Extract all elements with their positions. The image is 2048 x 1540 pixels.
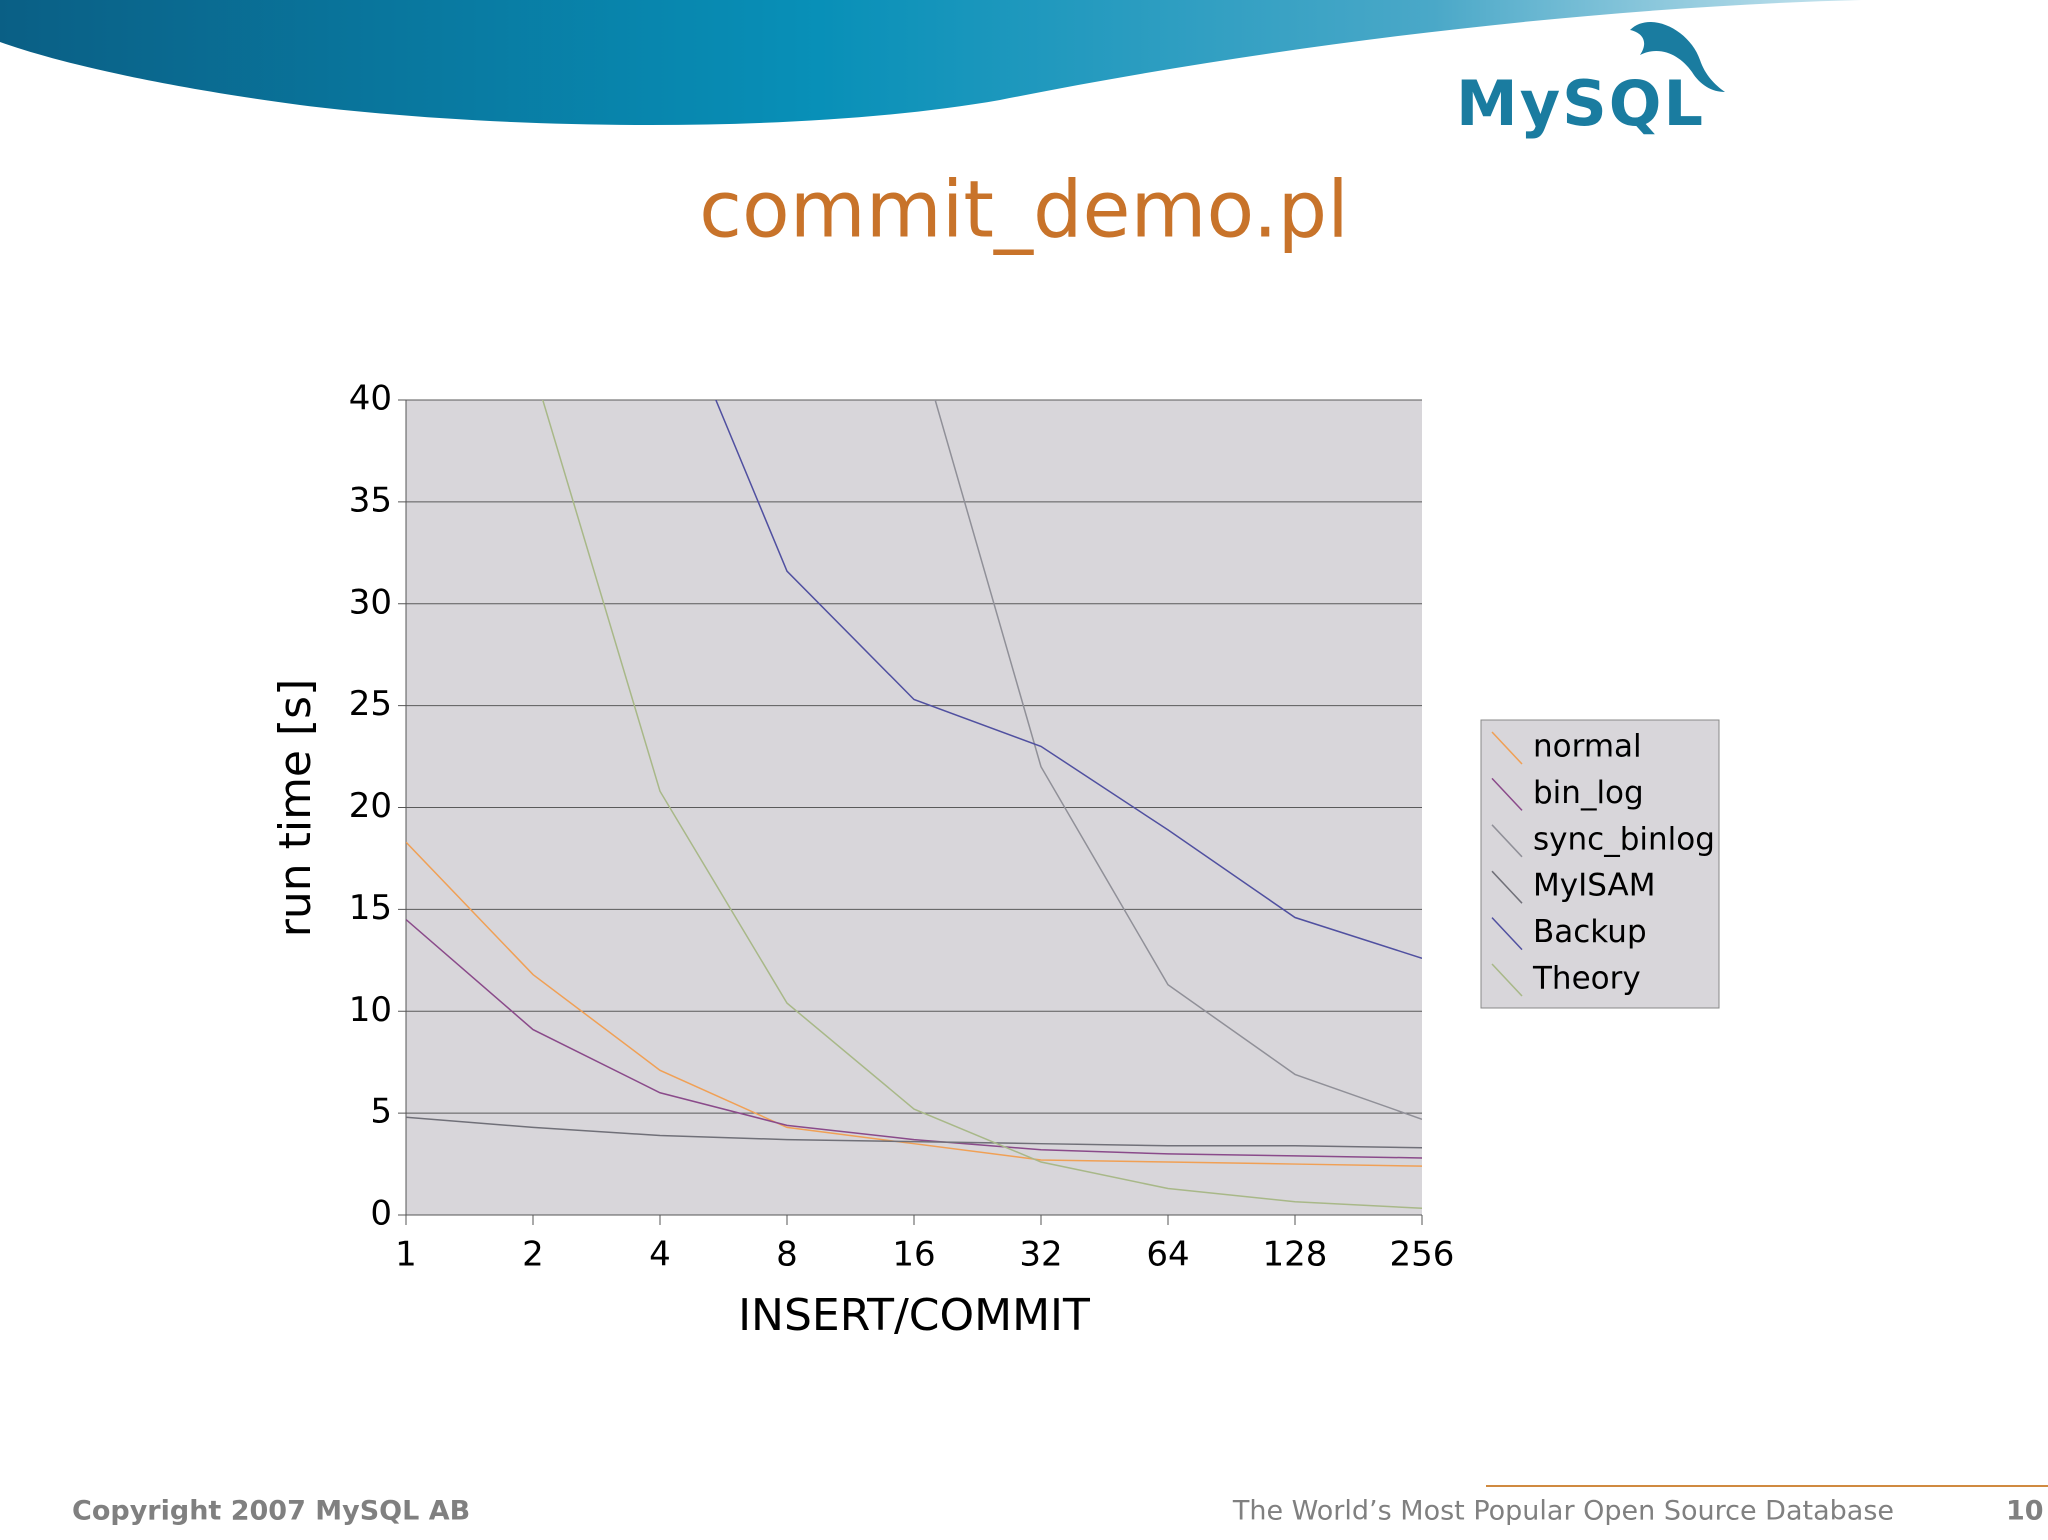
- legend-swatch: [1491, 824, 1523, 858]
- series-line: [715, 400, 1422, 959]
- x-axis-label: INSERT/COMMIT: [738, 1290, 1090, 1341]
- series-line: [934, 400, 1422, 1120]
- legend-label: normal: [1533, 729, 1642, 765]
- y-tick-label: 35: [349, 480, 392, 520]
- y-tick-label: 5: [370, 1092, 392, 1132]
- y-tick-label: 0: [370, 1194, 392, 1234]
- legend-label: bin_log: [1533, 775, 1644, 811]
- x-tick-label: 8: [776, 1235, 798, 1275]
- x-tick-label: 32: [1019, 1235, 1062, 1275]
- legend-box: [1480, 719, 1720, 1009]
- series-line: [406, 1116, 1422, 1149]
- logo: MySQL: [1456, 21, 1725, 140]
- y-tick-label: 20: [349, 786, 392, 826]
- legend-swatch: [1491, 963, 1523, 997]
- y-tick-label: 25: [349, 684, 392, 724]
- x-tick-label: 2: [522, 1235, 544, 1275]
- y-axis-label: run time [s]: [270, 679, 321, 938]
- legend-label: Backup: [1533, 914, 1647, 950]
- legend-swatch: [1491, 917, 1523, 951]
- footer-tagline: The World’s Most Popular Open Source Dat…: [1232, 1496, 1894, 1527]
- x-tick-label: 128: [1263, 1235, 1328, 1275]
- legend-label: MyISAM: [1533, 868, 1655, 904]
- y-tick-label: 40: [349, 379, 392, 419]
- y-tick-label: 15: [349, 888, 392, 928]
- series-line: [406, 841, 1422, 1167]
- page-number: 10: [2006, 1496, 2044, 1527]
- x-tick-label: 1: [395, 1235, 417, 1275]
- logo-text: MySQL: [1456, 67, 1705, 140]
- y-tick-label: 30: [349, 582, 392, 622]
- series-line: [406, 918, 1422, 1159]
- legend-label: sync_binlog: [1533, 821, 1715, 857]
- y-tick-label: 10: [349, 990, 392, 1030]
- plot-lines: [406, 400, 1422, 1210]
- footer-copyright: Copyright 2007 MySQL AB: [72, 1496, 470, 1527]
- header-wave: [0, 0, 2048, 125]
- x-tick-label: 64: [1146, 1235, 1189, 1275]
- series-line: [541, 400, 1422, 1210]
- legend-swatch: [1491, 777, 1523, 811]
- chart-title: commit_demo.pl: [699, 165, 1349, 255]
- x-tick-label: 16: [892, 1235, 935, 1275]
- x-tick-label: 256: [1390, 1235, 1455, 1275]
- legend-label: Theory: [1532, 961, 1641, 997]
- x-tick-label: 4: [649, 1235, 671, 1275]
- legend-swatch: [1491, 870, 1523, 904]
- legend-swatch: [1491, 731, 1523, 765]
